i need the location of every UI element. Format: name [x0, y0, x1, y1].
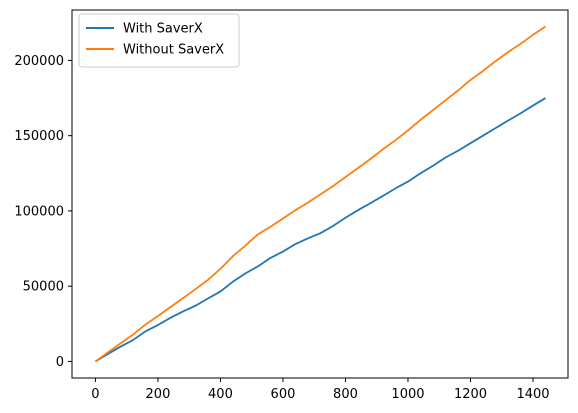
x-tick-label: 1200	[454, 387, 487, 402]
x-tick-label: 400	[208, 387, 233, 402]
y-tick-label: 0	[56, 355, 64, 370]
axes-frame	[71, 9, 569, 379]
x-tick-label: 0	[91, 387, 99, 402]
y-tick-label: 100000	[14, 204, 64, 219]
legend-label-without-saverx: Without SaverX	[123, 43, 224, 58]
y-tick-label: 50000	[23, 280, 64, 295]
series-line-with-saverx	[94, 97, 546, 363]
series-line-without-saverx	[94, 25, 546, 363]
x-tick-label: 600	[271, 387, 296, 402]
y-axis-ticks: 0 50000 100000 150000 200000	[14, 54, 72, 370]
legend: With SaverX Without SaverX	[78, 13, 240, 68]
legend-box	[78, 13, 240, 68]
legend-label-with-saverx: With SaverX	[123, 22, 203, 37]
series-lines	[94, 25, 546, 363]
x-tick-label: 1400	[516, 387, 549, 402]
y-tick-label: 150000	[14, 129, 64, 144]
x-tick-label: 800	[333, 387, 358, 402]
x-axis-ticks: 0 200 400 600 800 1000 1200 1400	[91, 378, 550, 402]
plot-area-border	[71, 9, 569, 379]
y-tick-label: 200000	[14, 54, 64, 69]
x-tick-label: 200	[146, 387, 171, 402]
x-tick-label: 1000	[391, 387, 424, 402]
